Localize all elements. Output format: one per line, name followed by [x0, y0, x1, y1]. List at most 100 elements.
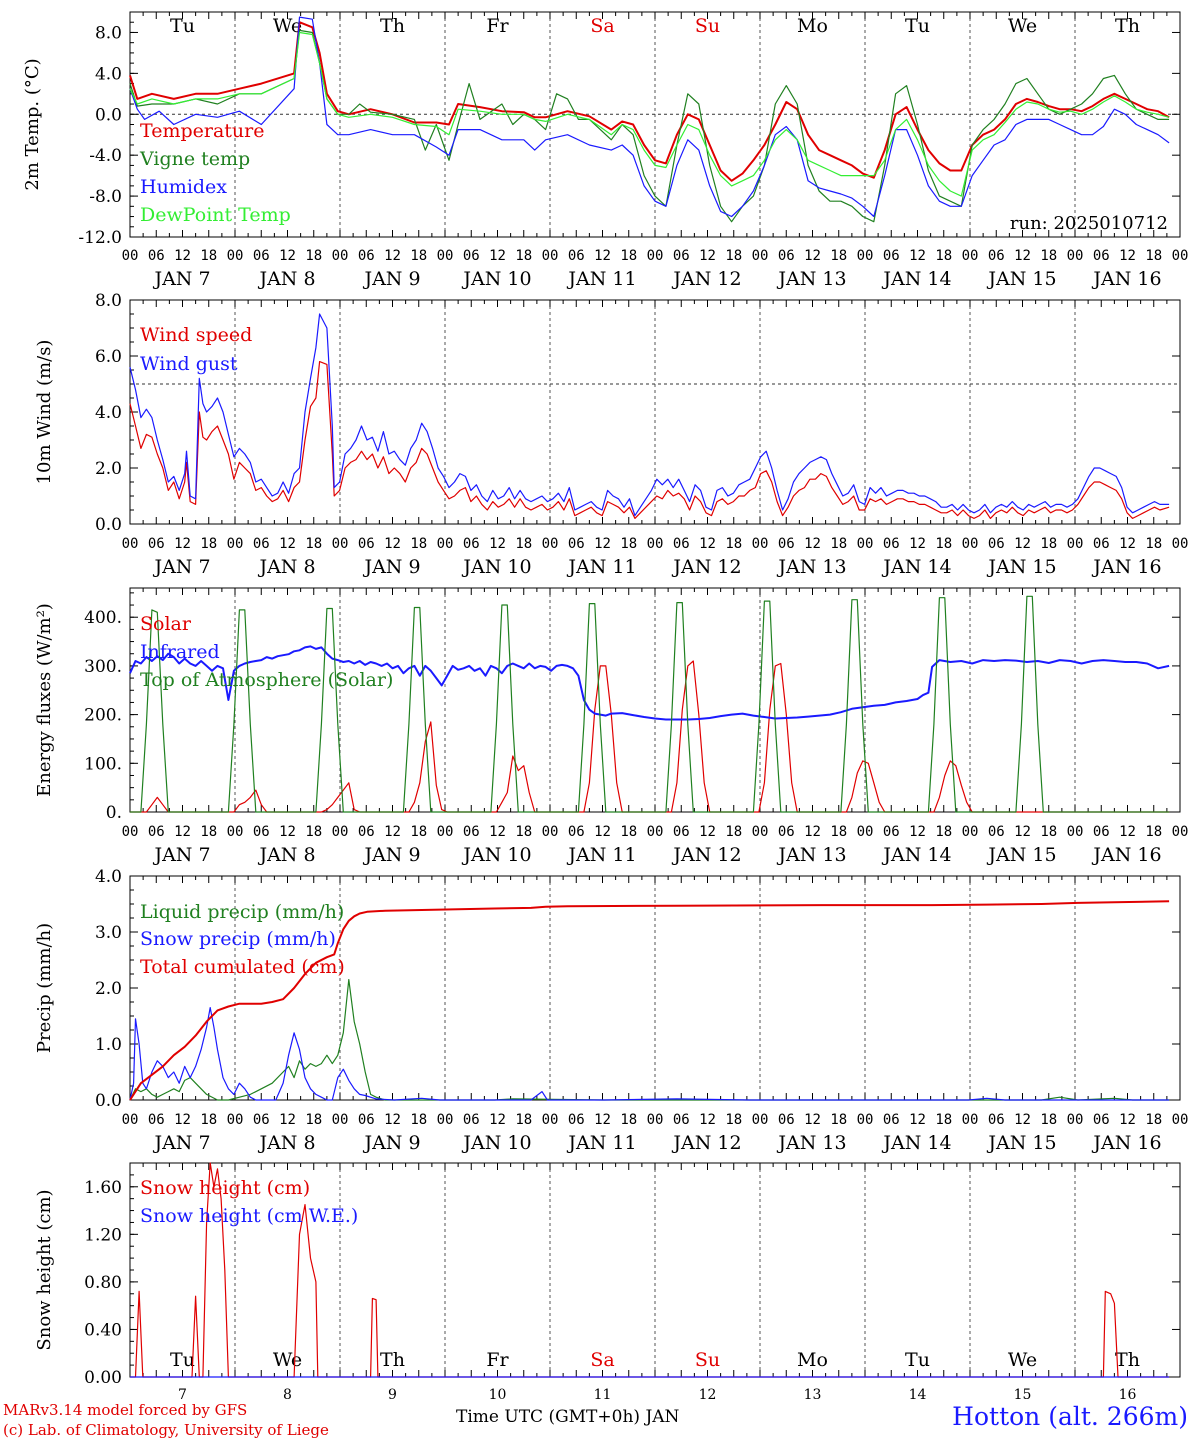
hour-tick-label: 06 [358, 536, 375, 552]
hour-tick-label: 12 [384, 248, 401, 264]
hour-tick-label: 06 [988, 1112, 1005, 1128]
hour-tick-label: 12 [804, 248, 821, 264]
hour-tick-label: 18 [1145, 536, 1162, 552]
date-label: JAN 7 [152, 268, 210, 290]
hour-tick-label: 00 [122, 824, 139, 840]
day-number-label: 10 [489, 1387, 507, 1403]
hour-tick-label: 00 [227, 536, 244, 552]
hour-tick-label: 12 [489, 1112, 506, 1128]
y-tick-label: 8.0 [95, 23, 122, 43]
weekday-label: Th [1115, 15, 1140, 37]
hour-tick-label: 00 [122, 1112, 139, 1128]
hour-tick-label: 00 [1067, 1112, 1084, 1128]
date-label: JAN 7 [152, 1132, 210, 1154]
hour-tick-label: 12 [909, 1112, 926, 1128]
weekday-label: Tu [170, 1349, 195, 1371]
hour-tick-label: 00 [437, 1112, 454, 1128]
date-label: JAN 14 [881, 556, 951, 578]
hour-tick-label: 00 [752, 1112, 769, 1128]
run-annotation: run: 2025010712 [1010, 213, 1168, 234]
hour-tick-label: 06 [253, 824, 270, 840]
date-label: JAN 14 [881, 844, 951, 866]
hour-tick-label: 00 [1067, 824, 1084, 840]
legend-entry: Snow height (cm W.E.) [140, 1205, 358, 1227]
y-tick-label: 400. [84, 608, 122, 628]
date-label: JAN 13 [776, 556, 846, 578]
wind-panel: 8.0 6.0 4.0 2.0 0.0 10m Wind (m/s) 00 06 12 18 00 0… [34, 291, 1188, 578]
date-label: JAN 9 [362, 844, 420, 866]
date-label: JAN 9 [362, 268, 420, 290]
date-label: JAN 10 [461, 268, 531, 290]
hour-tick-label: 06 [568, 536, 585, 552]
y-tick-label: 4.0 [95, 867, 122, 887]
hour-tick-label: 18 [410, 1112, 427, 1128]
weekday-label: Tu [905, 1349, 930, 1371]
date-label: JAN 13 [776, 268, 846, 290]
hour-tick-label: 12 [1119, 536, 1136, 552]
y-tick-label: -8.0 [89, 187, 122, 207]
date-label: JAN 15 [986, 844, 1056, 866]
hour-tick-label: 12 [384, 824, 401, 840]
hour-tick-label: 12 [1119, 1112, 1136, 1128]
y-tick-label: 200. [84, 706, 122, 726]
hour-tick-label: 18 [620, 248, 637, 264]
hour-tick-label: 06 [1093, 1112, 1110, 1128]
date-label: JAN 12 [671, 268, 741, 290]
date-label: JAN 12 [671, 556, 741, 578]
date-label: JAN 16 [1091, 268, 1161, 290]
hour-tick-label: 00 [1172, 536, 1189, 552]
hour-tick-label: 06 [463, 1112, 480, 1128]
vigne-temp-line [129, 29, 1170, 223]
hour-tick-label: 18 [1145, 248, 1162, 264]
y-tick-label: -12.0 [78, 228, 122, 248]
hour-tick-label: 12 [1119, 248, 1136, 264]
hour-tick-label: 00 [1172, 1112, 1189, 1128]
y-tick-label: 2.0 [95, 979, 122, 999]
date-label: JAN 10 [461, 556, 531, 578]
date-label: JAN 10 [461, 844, 531, 866]
date-label: JAN 11 [566, 268, 636, 290]
legend-entry: Wind gust [140, 353, 238, 375]
hour-tick-label: 12 [279, 824, 296, 840]
hour-tick-label: 00 [752, 824, 769, 840]
hour-tick-label: 00 [542, 1112, 559, 1128]
hour-tick-label: 12 [909, 248, 926, 264]
weekday-label: Mo [797, 1349, 828, 1371]
date-label: JAN 9 [362, 1132, 420, 1154]
hour-tick-label: 12 [174, 1112, 191, 1128]
hour-tick-label: 12 [1119, 824, 1136, 840]
y-tick-label: 2.0 [95, 459, 122, 479]
date-label: JAN 16 [1091, 844, 1161, 866]
date-label: JAN 16 [1091, 556, 1161, 578]
hour-tick-label: 06 [778, 1112, 795, 1128]
date-label: JAN 8 [257, 556, 315, 578]
hour-tick-label: 18 [200, 1112, 217, 1128]
hour-tick-label: 18 [935, 536, 952, 552]
hour-tick-label: 06 [463, 248, 480, 264]
snow-y-axis-label: Snow height (cm) [34, 1189, 55, 1350]
date-label: JAN 12 [671, 844, 741, 866]
hour-tick-label: 00 [437, 824, 454, 840]
hour-tick-label: 06 [148, 1112, 165, 1128]
date-label: JAN 12 [671, 1132, 741, 1154]
weekday-label: We [1008, 15, 1037, 37]
hour-tick-label: 00 [752, 248, 769, 264]
hour-tick-label: 06 [463, 824, 480, 840]
infrared-line [129, 645, 1170, 721]
hour-tick-label: 18 [305, 824, 322, 840]
hour-tick-label: 00 [962, 824, 979, 840]
y-tick-label: 0.0 [95, 1091, 122, 1111]
hour-tick-label: 00 [647, 1112, 664, 1128]
hour-tick-label: 18 [620, 1112, 637, 1128]
hour-tick-label: 06 [253, 536, 270, 552]
hour-tick-label: 06 [778, 248, 795, 264]
flux-panel: 400. 300. 200. 100. 0. Energy fluxes (W/m²) 00… [34, 587, 1188, 866]
hour-tick-label: 00 [962, 536, 979, 552]
date-label: JAN 15 [986, 1132, 1056, 1154]
legend-entry: Liquid precip (mm/h) [140, 901, 344, 923]
hour-tick-label: 06 [883, 536, 900, 552]
weekday-label: Fr [486, 1349, 509, 1371]
y-tick-label: 1.20 [84, 1225, 122, 1245]
hour-tick-label: 12 [909, 536, 926, 552]
date-label: JAN 14 [881, 268, 951, 290]
